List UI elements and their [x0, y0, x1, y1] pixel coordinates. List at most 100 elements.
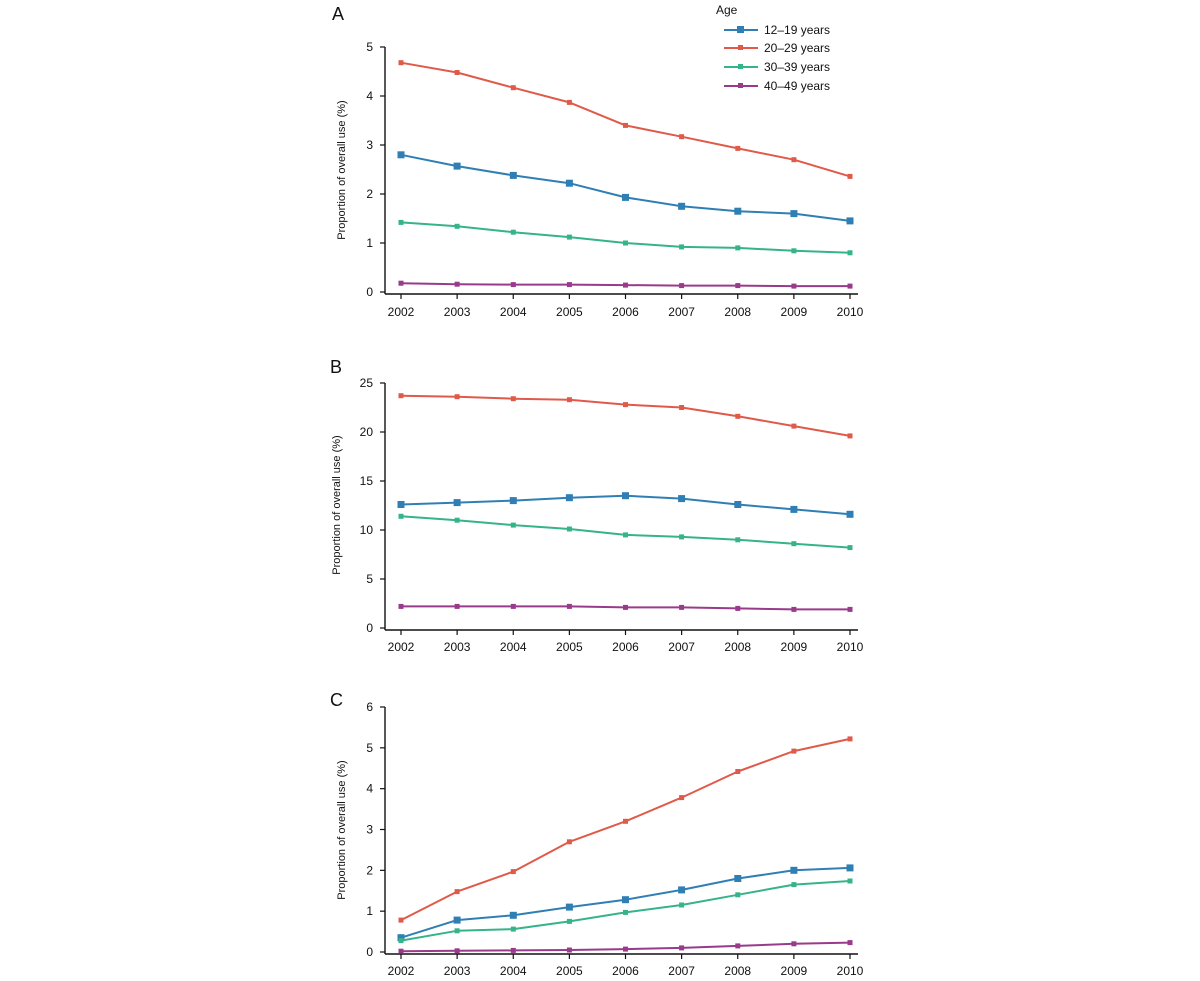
- series-marker-20-29-b: [454, 394, 460, 400]
- series-marker-30-39-b: [679, 534, 685, 540]
- series-marker-30-39-b: [735, 537, 741, 543]
- series-marker-12-19-c: [678, 886, 686, 894]
- x-tick-label-c: 2005: [556, 964, 583, 978]
- series-marker-20-29-b: [510, 396, 516, 402]
- series-marker-20-29-c: [735, 769, 741, 774]
- y-tick-label-b: 15: [360, 474, 374, 488]
- x-tick-label-c: 2004: [500, 964, 527, 978]
- series-marker-30-39-c: [847, 878, 853, 884]
- series-marker-12-19-a: [622, 193, 629, 201]
- series-marker-12-19-b: [453, 499, 461, 507]
- legend-marker-12-19: [737, 26, 744, 33]
- series-marker-20-29-a: [623, 122, 628, 128]
- series-marker-30-39-a: [847, 250, 853, 256]
- y-tick-label-c: 2: [366, 863, 373, 877]
- series-marker-12-19-b: [734, 501, 742, 508]
- series-marker-20-29-a: [847, 173, 853, 179]
- x-tick-label-a: 2009: [781, 305, 808, 319]
- series-marker-30-39-c: [454, 928, 460, 934]
- series-marker-40-49-b: [791, 606, 797, 612]
- panel-letter-b: B: [330, 357, 342, 377]
- series-marker-40-49-b: [679, 604, 685, 610]
- x-tick-label-a: 2007: [668, 305, 695, 319]
- series-marker-20-29-c: [454, 889, 460, 895]
- x-tick-label-c: 2008: [724, 964, 751, 978]
- series-marker-20-29-b: [398, 393, 404, 399]
- series-marker-12-19-a: [453, 162, 461, 170]
- series-marker-30-39-a: [679, 244, 685, 250]
- series-marker-40-49-c: [679, 945, 685, 951]
- series-marker-40-49-c: [510, 947, 516, 953]
- x-tick-label-a: 2005: [556, 305, 583, 319]
- x-tick-label-c: 2003: [444, 964, 471, 978]
- x-tick-label-c: 2002: [388, 964, 415, 978]
- y-tick-label-b: 10: [360, 523, 374, 537]
- x-tick-label-b: 2006: [612, 640, 639, 654]
- series-marker-40-49-a: [510, 282, 516, 288]
- x-tick-label-a: 2002: [388, 305, 415, 319]
- series-marker-40-49-b: [510, 603, 516, 609]
- series-marker-40-49-c: [791, 941, 797, 947]
- legend-title: Age: [716, 3, 738, 17]
- series-marker-30-39-c: [510, 926, 516, 932]
- series-marker-40-49-a: [398, 280, 404, 286]
- x-tick-label-a: 2003: [444, 305, 471, 319]
- series-marker-20-29-c: [623, 818, 628, 824]
- series-marker-12-19-b: [678, 495, 686, 503]
- y-tick-label-a: 5: [366, 40, 373, 54]
- series-marker-12-19-c: [453, 916, 461, 924]
- series-marker-40-49-a: [735, 283, 741, 289]
- series-marker-30-39-b: [791, 541, 797, 547]
- series-marker-12-19-c: [790, 866, 798, 874]
- series-marker-12-19-b: [846, 510, 854, 518]
- panel-b: 0 5 10 15 20 25 2002 2003 2004 2005 2006 2007 2008 20…: [331, 376, 864, 654]
- series-marker-40-49-b: [454, 603, 460, 609]
- y-tick-label-a: 1: [366, 236, 373, 250]
- series-line-20-29-c: [400, 737, 851, 921]
- x-tick-label-b: 2007: [668, 640, 695, 654]
- y-tick-label-a: 4: [366, 89, 373, 103]
- series-marker-40-49-a: [791, 283, 797, 289]
- x-tick-label-b: 2002: [388, 640, 415, 654]
- series-marker-20-29-c: [398, 917, 404, 923]
- series-marker-12-19-a: [397, 151, 405, 159]
- y-tick-label-c: 6: [366, 700, 373, 714]
- series-marker-30-39-b: [510, 522, 516, 528]
- x-tick-label-c: 2009: [781, 964, 808, 978]
- series-marker-40-49-c: [735, 943, 741, 949]
- series-marker-12-19-a: [734, 207, 742, 215]
- x-tick-label-b: 2005: [556, 640, 583, 654]
- x-tick-label-b: 2004: [500, 640, 527, 654]
- series-marker-40-49-b: [398, 603, 404, 609]
- series-marker-40-49-a: [847, 283, 853, 289]
- legend-label-30-39: 30–39 years: [764, 60, 830, 74]
- series-marker-40-49-c: [454, 948, 460, 954]
- y-axis-title-a: Proportion of overall use (%): [336, 100, 348, 239]
- panel-a: 0 1 2 3 4 5 2002 2003 2004 2005 2006 2007 2008 2009 20…: [336, 40, 864, 319]
- series-marker-12-19-c: [565, 903, 573, 911]
- series-marker-40-49-c: [566, 947, 572, 953]
- series-marker-30-39-a: [791, 248, 797, 254]
- series-marker-12-19-c: [509, 911, 517, 919]
- series-line-30-39-a: [400, 221, 851, 254]
- series-marker-12-19-c: [734, 875, 742, 882]
- series-marker-20-29-b: [791, 423, 797, 429]
- series-marker-40-49-a: [454, 281, 460, 287]
- y-axis-title-b: Proportion of overall use (%): [331, 435, 343, 574]
- series-marker-20-29-b: [679, 405, 685, 410]
- series-marker-20-29-c: [510, 869, 516, 875]
- x-tick-label-b: 2009: [781, 640, 808, 654]
- series-line-30-39-b: [400, 515, 851, 549]
- series-marker-40-49-a: [623, 282, 628, 288]
- series-marker-12-19-b: [509, 497, 517, 505]
- y-tick-label-c: 1: [366, 904, 373, 918]
- legend-entry-30-39: 30–39 years: [724, 60, 830, 74]
- series-marker-30-39-c: [623, 909, 628, 915]
- series-marker-12-19-b: [397, 501, 405, 508]
- series-marker-30-39-a: [735, 245, 741, 251]
- legend-marker-20-29: [738, 45, 743, 50]
- y-tick-label-c: 0: [366, 945, 373, 959]
- y-tick-label-a: 3: [366, 138, 373, 152]
- series-marker-12-19-b: [790, 505, 798, 513]
- series-marker-20-29-a: [566, 99, 572, 105]
